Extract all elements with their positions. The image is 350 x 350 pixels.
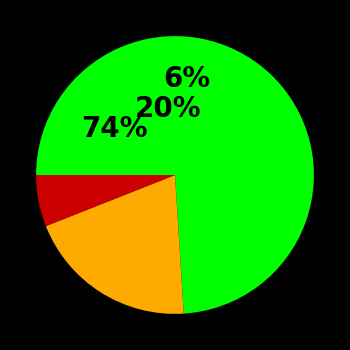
Text: 74%: 74% [81,115,147,143]
Text: 20%: 20% [135,95,201,123]
Wedge shape [46,175,184,314]
Text: 6%: 6% [163,64,210,92]
Wedge shape [36,175,175,226]
Wedge shape [36,36,314,314]
